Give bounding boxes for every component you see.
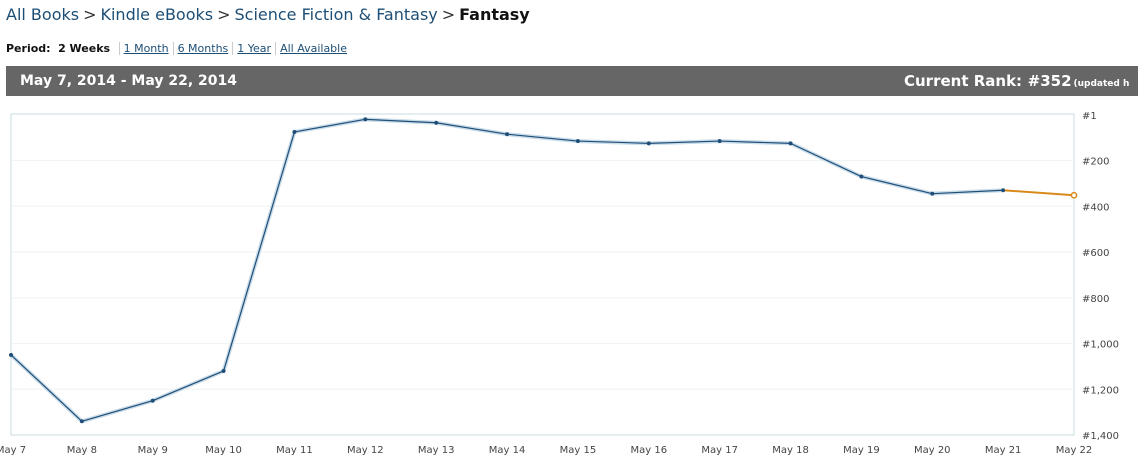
x-tick-label: May 11	[276, 445, 313, 456]
data-point[interactable]	[859, 174, 864, 179]
chart-header-bar: May 7, 2014 - May 22, 2014 Current Rank:…	[6, 66, 1138, 96]
data-point[interactable]	[363, 117, 368, 122]
breadcrumb-separator: >	[441, 5, 456, 24]
rank-points	[8, 117, 1078, 424]
rank-history-chart: #1 #200 #400 #600 #800 #1,000 #1,200 #1,400 May…	[0, 111, 1119, 456]
x-tick-label: May 18	[772, 445, 809, 456]
period-label: Period:	[6, 42, 51, 55]
x-tick-label: May 16	[631, 445, 668, 456]
data-point[interactable]	[79, 419, 84, 424]
current-rank-value: #352	[1027, 72, 1072, 90]
x-tick-label: May 15	[560, 445, 597, 456]
data-point[interactable]	[646, 141, 651, 146]
breadcrumb-separator: >	[217, 5, 231, 24]
period-link-all-available[interactable]: All Available	[275, 42, 351, 55]
period-link-1-year[interactable]: 1 Year	[232, 42, 276, 55]
y-axis: #1 #200 #400 #600 #800 #1,000 #1,200 #1,400	[1082, 111, 1119, 442]
data-point[interactable]	[221, 368, 226, 374]
current-rank: Current Rank: #352 (updated h	[904, 71, 1129, 90]
period-link-6-months[interactable]: 6 Months	[172, 42, 233, 55]
data-point[interactable]	[575, 139, 580, 144]
data-point[interactable]	[505, 132, 510, 137]
x-axis: May 7 May 8 May 9 May 10 May 11 May 12 May 13 M…	[0, 445, 1092, 456]
x-tick-label: May 22	[1056, 445, 1093, 456]
period-link-1-month[interactable]: 1 Month	[118, 42, 173, 55]
x-tick-label: May 7	[0, 445, 26, 456]
data-point[interactable]	[150, 398, 155, 403]
breadcrumb-link-kindle-ebooks[interactable]: Kindle eBooks	[100, 5, 214, 24]
data-point[interactable]	[292, 129, 297, 134]
breadcrumb: All Books > Kindle eBooks > Science Fiction …	[6, 5, 530, 24]
latest-segment	[1003, 189, 1075, 197]
x-tick-label: May 14	[489, 445, 526, 456]
period-active: 2 Weeks	[58, 42, 111, 55]
period-selector: Period: 2 Weeks 1 Month 6 Months 1 Year All…	[6, 42, 351, 55]
breadcrumb-link-all-books[interactable]: All Books	[6, 5, 80, 24]
x-tick-label: May 9	[138, 445, 168, 456]
x-tick-label: May 17	[701, 445, 738, 456]
data-point[interactable]	[1070, 191, 1078, 199]
current-rank-label: Current Rank:	[904, 72, 1023, 90]
y-tick-label: #600	[1082, 248, 1109, 259]
x-tick-label: May 20	[914, 445, 951, 456]
plot-area	[10, 113, 1075, 436]
x-tick-label: May 19	[843, 445, 880, 456]
data-point[interactable]	[8, 352, 14, 357]
breadcrumb-separator: >	[83, 5, 97, 24]
data-point[interactable]	[788, 141, 793, 146]
breadcrumb-link-science-fiction-fantasy[interactable]: Science Fiction & Fantasy	[234, 5, 438, 24]
y-tick-label: #800	[1082, 294, 1109, 305]
y-tick-label: #1,000	[1082, 340, 1119, 351]
x-tick-label: May 21	[985, 445, 1022, 456]
data-point[interactable]	[930, 191, 935, 196]
y-tick-label: #1,200	[1082, 385, 1119, 396]
x-tick-label: May 10	[205, 445, 242, 456]
grid-lines	[11, 160, 1074, 390]
data-point[interactable]	[434, 120, 439, 125]
x-tick-label: May 12	[347, 445, 384, 456]
x-tick-label: May 13	[418, 445, 455, 456]
data-point[interactable]	[1001, 188, 1006, 193]
y-tick-label: #1,400	[1082, 431, 1119, 442]
y-tick-label: #400	[1082, 202, 1109, 213]
y-tick-label: #1	[1082, 111, 1097, 122]
x-tick-label: May 8	[67, 445, 97, 456]
rank-update-note: (updated h	[1073, 79, 1130, 89]
breadcrumb-current: Fantasy	[459, 5, 530, 24]
date-range: May 7, 2014 - May 22, 2014	[20, 73, 237, 89]
data-point[interactable]	[717, 139, 722, 144]
y-tick-label: #200	[1082, 157, 1109, 168]
